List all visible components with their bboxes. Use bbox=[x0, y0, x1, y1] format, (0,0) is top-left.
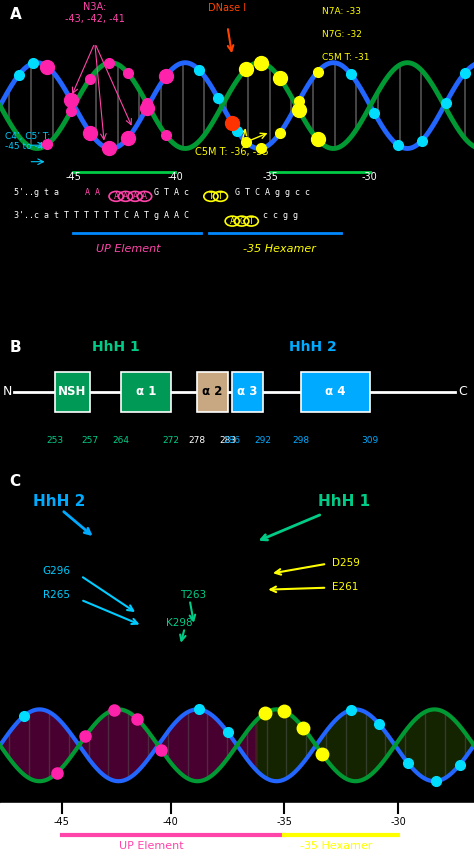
Text: T: T bbox=[218, 192, 223, 201]
Text: α 1: α 1 bbox=[136, 385, 156, 398]
Text: NSH: NSH bbox=[58, 385, 86, 398]
Text: R265: R265 bbox=[43, 590, 70, 599]
Text: 264: 264 bbox=[112, 436, 129, 445]
Text: A: A bbox=[142, 192, 147, 201]
Text: C: C bbox=[458, 385, 466, 398]
Text: C: C bbox=[9, 474, 20, 489]
Text: 253: 253 bbox=[46, 436, 63, 445]
Text: -45: -45 bbox=[65, 171, 82, 182]
Bar bbox=[0, 804, 474, 865]
Text: UP Element: UP Element bbox=[96, 244, 160, 254]
Text: A: A bbox=[9, 7, 21, 22]
FancyBboxPatch shape bbox=[232, 372, 263, 412]
FancyBboxPatch shape bbox=[55, 372, 90, 412]
Text: 309: 309 bbox=[361, 436, 378, 445]
Text: G T A c: G T A c bbox=[154, 188, 194, 197]
Text: -30: -30 bbox=[390, 817, 406, 827]
FancyBboxPatch shape bbox=[301, 372, 370, 412]
Text: HhH 2: HhH 2 bbox=[33, 494, 85, 509]
Text: 298: 298 bbox=[292, 436, 310, 445]
Text: 286: 286 bbox=[224, 436, 241, 445]
Text: G296: G296 bbox=[43, 566, 71, 576]
Text: -35: -35 bbox=[262, 171, 278, 182]
Text: C4’, C5’ T:
-45 to -42: C4’, C5’ T: -45 to -42 bbox=[5, 132, 50, 151]
Text: UP Element: UP Element bbox=[119, 841, 184, 851]
Text: 283: 283 bbox=[219, 436, 236, 445]
Text: -30: -30 bbox=[362, 171, 378, 182]
Text: DNase I: DNase I bbox=[209, 3, 246, 13]
Text: α 3: α 3 bbox=[237, 385, 258, 398]
Text: D259: D259 bbox=[332, 558, 360, 567]
Text: C5M T: -31: C5M T: -31 bbox=[322, 53, 370, 61]
Text: -35 Hexamer: -35 Hexamer bbox=[301, 841, 373, 851]
Text: T: T bbox=[249, 216, 254, 226]
Text: A A: A A bbox=[85, 188, 100, 197]
Text: c c g g: c c g g bbox=[258, 211, 298, 221]
Text: K298: K298 bbox=[166, 618, 192, 628]
Text: A: A bbox=[123, 192, 128, 201]
Text: 272: 272 bbox=[162, 436, 179, 445]
Text: -45: -45 bbox=[54, 817, 70, 827]
Text: N: N bbox=[2, 385, 12, 398]
Text: C5M T: -36, -35: C5M T: -36, -35 bbox=[195, 147, 269, 157]
Text: A: A bbox=[230, 216, 235, 226]
Text: -40: -40 bbox=[167, 171, 183, 182]
FancyBboxPatch shape bbox=[197, 372, 228, 412]
Text: -35: -35 bbox=[276, 817, 292, 827]
FancyBboxPatch shape bbox=[121, 372, 171, 412]
Text: α 4: α 4 bbox=[325, 385, 346, 398]
Text: A: A bbox=[114, 192, 118, 201]
Text: 292: 292 bbox=[255, 436, 272, 445]
Text: N7G: -32: N7G: -32 bbox=[322, 29, 362, 39]
Text: 257: 257 bbox=[82, 436, 99, 445]
Text: HhH 1: HhH 1 bbox=[318, 494, 370, 509]
Text: 278: 278 bbox=[188, 436, 205, 445]
Text: 3'..c a t T T T T T T C A T g A A C: 3'..c a t T T T T T T C A T g A A C bbox=[14, 211, 194, 221]
Text: G T C A g g c c: G T C A g g c c bbox=[230, 188, 310, 197]
Text: T: T bbox=[209, 192, 213, 201]
Text: HhH 1: HhH 1 bbox=[92, 340, 140, 354]
Text: α 2: α 2 bbox=[202, 385, 222, 398]
Text: E261: E261 bbox=[332, 581, 358, 592]
Text: N7A: -33: N7A: -33 bbox=[322, 7, 361, 16]
Text: N3A:
-43, -42, -41: N3A: -43, -42, -41 bbox=[65, 2, 125, 24]
Text: -35 Hexamer: -35 Hexamer bbox=[243, 244, 316, 254]
Text: B: B bbox=[9, 340, 21, 355]
Text: T263: T263 bbox=[180, 590, 206, 599]
Text: HhH 2: HhH 2 bbox=[289, 340, 337, 354]
Text: A: A bbox=[133, 192, 137, 201]
Text: -40: -40 bbox=[163, 817, 179, 827]
Text: 5'..g t a: 5'..g t a bbox=[14, 188, 64, 197]
Text: G: G bbox=[239, 216, 244, 226]
